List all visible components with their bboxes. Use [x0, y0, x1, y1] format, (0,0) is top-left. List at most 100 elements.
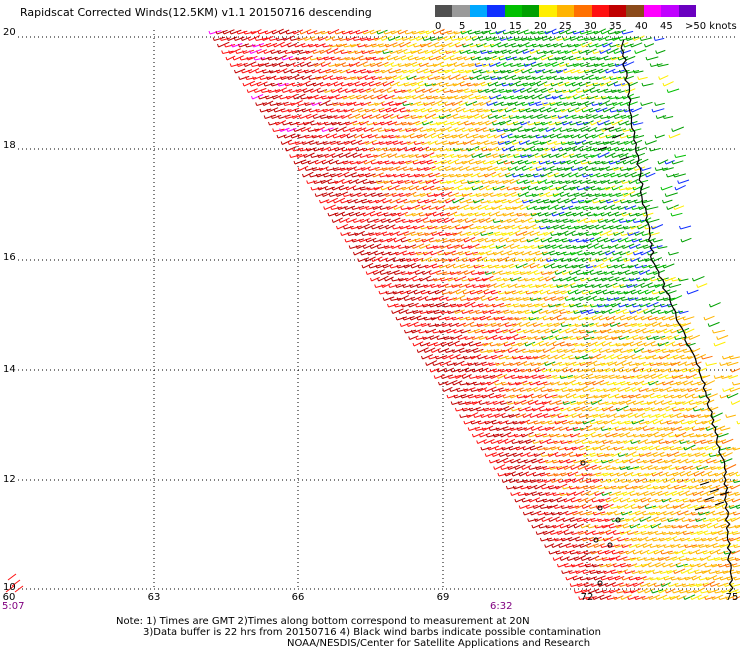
wind-barb-flag — [554, 271, 557, 275]
wind-barb — [621, 167, 632, 171]
wind-barb-flag — [349, 95, 351, 100]
wind-barb-flag — [471, 37, 474, 41]
wind-barb-flag — [470, 271, 473, 275]
wind-barb-flag — [497, 43, 499, 48]
wind-barb-flag — [252, 43, 254, 48]
wind-barb-flag — [387, 37, 390, 41]
wind-barb — [528, 152, 539, 158]
wind-barb-flag — [378, 43, 380, 48]
wind-barb-flag — [611, 219, 614, 223]
wind-barb — [360, 218, 370, 223]
wind-barb-flag — [525, 108, 528, 113]
wind-barb-flag — [621, 180, 624, 184]
wind-barb — [697, 283, 708, 288]
wind-barb-flag — [231, 43, 233, 48]
wind-barb-flag — [520, 37, 523, 41]
wind-barb-flag — [351, 238, 354, 243]
wind-barb — [511, 95, 523, 100]
wind-barb-flag — [600, 63, 603, 67]
wind-barb — [307, 180, 318, 184]
wind-barb-flag — [427, 43, 429, 48]
wind-barb-flag — [524, 95, 526, 100]
wind-barb — [594, 28, 607, 35]
wind-barb — [288, 107, 300, 113]
wind-barb — [601, 179, 611, 184]
wind-barb — [538, 31, 551, 35]
wind-barb-flag — [472, 167, 475, 171]
wind-barb-flag — [360, 102, 363, 106]
wind-barb — [529, 219, 540, 223]
wind-barb — [383, 232, 394, 236]
wind-barb-flag — [457, 186, 460, 191]
wind-barb-flag — [311, 102, 314, 106]
wind-barb-flag — [378, 108, 381, 113]
wind-barb-flag — [629, 193, 632, 197]
wind-barb — [400, 75, 410, 80]
wind-barb — [386, 75, 397, 80]
wind-barb — [428, 140, 439, 145]
wind-barb-flag — [418, 30, 421, 35]
wind-barb-flag — [506, 154, 509, 158]
wind-barb — [416, 120, 428, 126]
wind-barb — [460, 264, 471, 269]
wind-barb-flag — [436, 37, 439, 41]
wind-barb-flag — [264, 63, 267, 67]
wind-barb — [538, 179, 548, 184]
wind-barb-flag — [327, 63, 330, 67]
wind-barb — [553, 244, 563, 249]
wind-barb — [312, 134, 322, 139]
wind-barb — [509, 264, 519, 269]
wind-barb — [545, 211, 557, 217]
wind-barb-flag — [574, 225, 576, 230]
wind-barb-flag — [481, 30, 484, 35]
wind-barb-flag — [370, 160, 373, 165]
wind-barb-flag — [399, 108, 402, 113]
wind-barb-flag — [412, 160, 415, 165]
wind-barb-flag — [505, 271, 508, 275]
wind-barb — [429, 172, 440, 178]
wind-barb-flag — [565, 180, 568, 184]
wind-barb — [679, 278, 689, 282]
wind-barb — [508, 283, 518, 288]
wind-barb-flag — [651, 323, 654, 327]
wind-barb-flag — [408, 186, 411, 191]
wind-barb-flag — [475, 128, 478, 132]
wind-barb — [661, 185, 673, 191]
wind-barb — [399, 127, 411, 132]
wind-barb — [368, 250, 378, 256]
wind-barb-flag — [578, 115, 581, 119]
wind-barb — [386, 192, 397, 197]
wind-barb-flag — [474, 63, 477, 67]
wind-barb — [424, 219, 437, 223]
wind-barb — [518, 160, 529, 165]
wind-barb-flag — [360, 69, 362, 74]
wind-barb-flag — [682, 316, 685, 321]
wind-barb-flag — [317, 154, 320, 158]
wind-barb-flag — [318, 134, 321, 139]
wind-barb-flag — [630, 323, 633, 327]
wind-barb — [365, 76, 376, 80]
wind-barb — [287, 127, 297, 132]
wind-barb — [530, 231, 540, 236]
wind-barb-flag — [626, 102, 629, 106]
wind-barb — [658, 277, 669, 282]
wind-barb — [409, 185, 420, 191]
wind-barb — [297, 121, 310, 126]
wind-barb — [542, 153, 552, 158]
wind-barb-flag — [243, 30, 246, 35]
wind-barb-flag — [583, 219, 586, 223]
wind-barb-flag — [696, 284, 699, 288]
wind-barb-flag — [587, 310, 590, 314]
wind-barb-flag — [494, 297, 497, 301]
wind-barb-flag — [632, 37, 635, 41]
wind-barb — [369, 166, 380, 171]
wind-barb-flag — [365, 56, 368, 61]
wind-barb-flag — [555, 154, 558, 158]
wind-barb — [435, 107, 446, 113]
wind-barb — [341, 113, 352, 119]
wind-barb — [529, 250, 541, 256]
wind-barb — [502, 83, 513, 87]
wind-barb-flag — [552, 193, 555, 197]
wind-barb-flag — [419, 193, 422, 197]
wind-barb — [496, 146, 506, 152]
